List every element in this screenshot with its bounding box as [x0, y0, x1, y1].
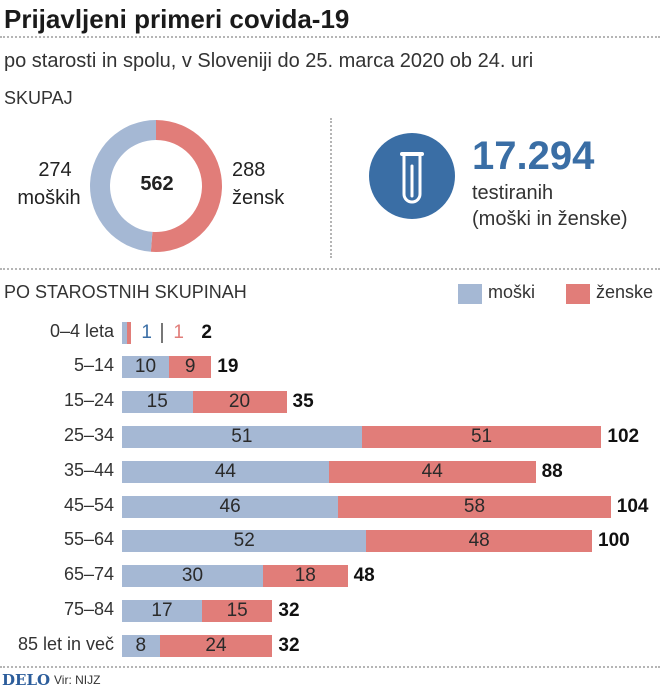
bar-women: 51	[361, 426, 602, 448]
total-label: 104	[616, 496, 649, 517]
bar-men: 17	[122, 600, 202, 622]
bar-women: 15	[201, 600, 273, 622]
bar-men: 46	[122, 496, 339, 518]
tested-count: 17.294	[472, 134, 595, 178]
donut-slice-women	[150, 120, 222, 252]
total-label: 19	[217, 356, 239, 377]
bar-men: 44	[122, 461, 329, 483]
category-label: 65–74	[63, 564, 114, 584]
tested-label: testiranih (moški in ženske)	[472, 180, 628, 232]
value-label-men: 1	[141, 322, 152, 343]
men-count: 274	[38, 159, 72, 181]
tested-label-line1: testiranih	[472, 182, 554, 204]
legend-label-women: ženske	[596, 282, 654, 302]
bar-women: 58	[338, 496, 611, 518]
bar-men	[122, 322, 127, 344]
source-note: Vir: NIJZ	[54, 673, 101, 687]
donut-slice-men	[89, 120, 156, 252]
tested-label-line2: (moški in ženske)	[472, 208, 628, 230]
donut-total: 562	[140, 173, 174, 195]
total-label: 32	[278, 600, 300, 621]
value-separator	[161, 323, 164, 343]
total-label: 48	[353, 565, 375, 586]
category-label: 35–44	[63, 460, 114, 480]
men-label: moških	[17, 187, 81, 209]
donut-chart	[89, 120, 222, 252]
bar-women: 24	[159, 635, 273, 657]
total-label: 35	[292, 391, 314, 412]
bar-women: 20	[192, 391, 287, 413]
bar-women: 44	[328, 461, 536, 483]
total-label: 32	[278, 635, 300, 656]
section-divider	[0, 268, 660, 270]
category-label: 0–4 leta	[49, 321, 114, 341]
category-label: 85 let in več	[17, 634, 114, 654]
bar-men: 52	[122, 530, 367, 552]
category-label: 25–34	[63, 425, 114, 445]
bar-men: 30	[122, 565, 263, 587]
section-label-age: PO STAROSTNIH SKUPINAH	[4, 282, 247, 302]
delo-logo: DELO	[2, 671, 51, 689]
bar-men: 51	[122, 426, 362, 448]
category-label: 75–84	[63, 599, 114, 619]
bar-women: 9	[169, 356, 212, 378]
section-label-total: SKUPAJ	[4, 88, 73, 108]
bar-men: 10	[122, 356, 169, 378]
chart-title: Prijavljeni primeri covida-19	[4, 4, 350, 34]
value-label-women: 1	[173, 322, 184, 343]
bar-men: 8	[122, 635, 160, 657]
summary-divider	[330, 118, 332, 258]
bar-women	[126, 322, 132, 344]
women-label: žensk	[232, 187, 285, 209]
bar-women: 18	[263, 565, 348, 587]
category-label: 55–64	[63, 529, 114, 549]
total-label: 88	[541, 461, 563, 482]
women-count: 288	[232, 159, 266, 181]
bar-men: 15	[122, 391, 193, 413]
legend-swatch-women	[566, 284, 590, 304]
test-tube-icon	[369, 133, 455, 219]
category-label: 5–14	[73, 355, 114, 375]
total-label: 102	[607, 426, 640, 447]
legend-swatch-men	[458, 284, 482, 304]
category-label: 45–54	[63, 495, 114, 515]
legend-label-men: moški	[488, 282, 536, 302]
title-divider	[0, 36, 660, 38]
total-label: 100	[598, 530, 630, 551]
category-label: 15–24	[63, 390, 114, 410]
total-label: 2	[201, 322, 212, 343]
chart-subtitle: po starosti in spolu, v Sloveniji do 25.…	[4, 50, 534, 72]
footer-divider	[0, 666, 660, 668]
bar-women: 48	[366, 530, 592, 552]
